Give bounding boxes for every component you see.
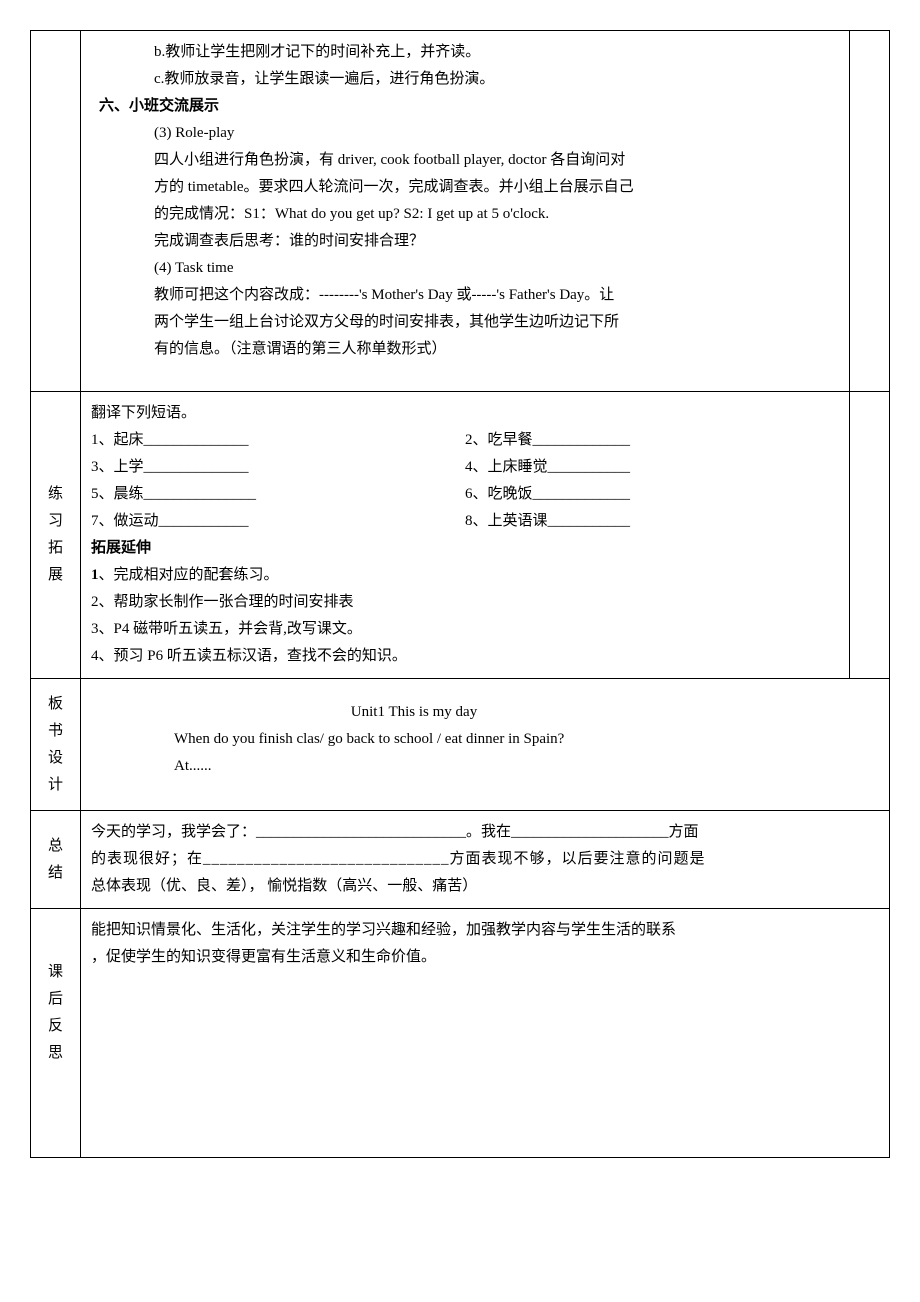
summary-line: 今天的学习，我学会了：____________________________。…	[91, 819, 879, 846]
board-line: When do you finish clas/ go back to scho…	[99, 726, 879, 753]
content-line: 四人小组进行角色扮演，有 driver, cook football playe…	[99, 147, 839, 174]
content-line: (4) Task time	[99, 255, 839, 282]
row4-content-cell: 今天的学习，我学会了：____________________________。…	[81, 811, 890, 909]
exercise-item: 8、上英语课___________	[465, 508, 839, 535]
board-title: Unit1 This is my day	[99, 699, 879, 726]
extend-item: 3、P4 磁带听五读五，并会背,改写课文。	[91, 616, 839, 643]
content-line: b.教师让学生把刚才记下的时间补充上，并齐读。	[99, 39, 839, 66]
row1-label-cell	[31, 31, 81, 392]
row-label: 板书设计	[41, 691, 70, 799]
exercise-item: 2、吃早餐_____________	[465, 427, 839, 454]
row2-content-cell: 翻译下列短语。 1、起床______________ 2、吃早餐________…	[81, 392, 850, 679]
row1-content-cell: b.教师让学生把刚才记下的时间补充上，并齐读。 c.教师放录音，让学生跟读一遍后…	[81, 31, 850, 392]
content-line: 两个学生一组上台讨论双方父母的时间安排表，其他学生边听边记下所	[99, 309, 839, 336]
row3-label-cell: 板书设计	[31, 679, 81, 811]
section-heading: 六、小班交流展示	[99, 93, 839, 120]
row1-right-cell	[850, 31, 890, 392]
exercise-item: 3、上学______________	[91, 454, 465, 481]
extend-text: 1、完成相对应的配套练习。	[91, 567, 279, 583]
extend-item: 4、预习 P6 听五读五标汉语，查找不会的知识。	[91, 643, 839, 670]
content-line: 完成调查表后思考：谁的时间安排合理？	[99, 228, 839, 255]
exercise-item: 1、起床______________	[91, 427, 465, 454]
translate-intro: 翻译下列短语。	[91, 400, 839, 427]
extend-item: 1、完成相对应的配套练习。	[91, 562, 839, 589]
extend-title: 拓展延伸	[91, 535, 839, 562]
content-line: c.教师放录音，让学生跟读一遍后，进行角色扮演。	[99, 66, 839, 93]
exercise-item: 5、晨练_______________	[91, 481, 465, 508]
table-row: b.教师让学生把刚才记下的时间补充上，并齐读。 c.教师放录音，让学生跟读一遍后…	[31, 31, 890, 392]
exercise-row: 1、起床______________ 2、吃早餐_____________	[91, 427, 839, 454]
summary-line: 的表现很好；在_____________________________方面表现…	[91, 846, 879, 873]
exercise-item: 6、吃晚饭_____________	[465, 481, 839, 508]
content-line: 方的 timetable。要求四人轮流问一次，完成调查表。并小组上台展示自己	[99, 174, 839, 201]
row5-label-cell: 课后反思	[31, 909, 81, 1158]
row2-right-cell	[850, 392, 890, 679]
reflection-line: ，促使学生的知识变得更富有生活意义和生命价值。	[91, 944, 879, 971]
summary-line: 总体表现（优、良、差）， 愉悦指数（高兴、一般、痛苦）	[91, 873, 879, 900]
content-line: 教师可把这个内容改成：--------'s Mother's Day 或----…	[99, 282, 839, 309]
table-row: 总结 今天的学习，我学会了：__________________________…	[31, 811, 890, 909]
row-label: 课后反思	[41, 959, 70, 1067]
extend-item: 2、帮助家长制作一张合理的时间安排表	[91, 589, 839, 616]
table-row: 板书设计 Unit1 This is my day When do you fi…	[31, 679, 890, 811]
row3-content-cell: Unit1 This is my day When do you finish …	[81, 679, 890, 811]
spacer	[99, 363, 839, 383]
row5-content-cell: 能把知识情景化、生活化，关注学生的学习兴趣和经验，加强教学内容与学生生活的联系 …	[81, 909, 890, 1158]
table-row: 课后反思 能把知识情景化、生活化，关注学生的学习兴趣和经验，加强教学内容与学生生…	[31, 909, 890, 1158]
exercise-row: 3、上学______________ 4、上床睡觉___________	[91, 454, 839, 481]
row2-label-cell: 练习拓展	[31, 392, 81, 679]
lesson-plan-table: b.教师让学生把刚才记下的时间补充上，并齐读。 c.教师放录音，让学生跟读一遍后…	[30, 30, 890, 1158]
exercise-item: 7、做运动____________	[91, 508, 465, 535]
table-row: 练习拓展 翻译下列短语。 1、起床______________ 2、吃早餐___…	[31, 392, 890, 679]
board-line: At......	[99, 753, 879, 780]
exercise-row: 7、做运动____________ 8、上英语课___________	[91, 508, 839, 535]
content-line: 的完成情况：S1：What do you get up? S2: I get u…	[99, 201, 839, 228]
row4-label-cell: 总结	[31, 811, 81, 909]
content-line: 有的信息。（注意谓语的第三人称单数形式）	[99, 336, 839, 363]
exercise-row: 5、晨练_______________ 6、吃晚饭_____________	[91, 481, 839, 508]
row-label: 总结	[41, 833, 70, 887]
row-label: 练习拓展	[41, 481, 70, 589]
exercise-item: 4、上床睡觉___________	[465, 454, 839, 481]
reflection-line: 能把知识情景化、生活化，关注学生的学习兴趣和经验，加强教学内容与学生生活的联系	[91, 917, 879, 944]
content-line: (3) Role-play	[99, 120, 839, 147]
